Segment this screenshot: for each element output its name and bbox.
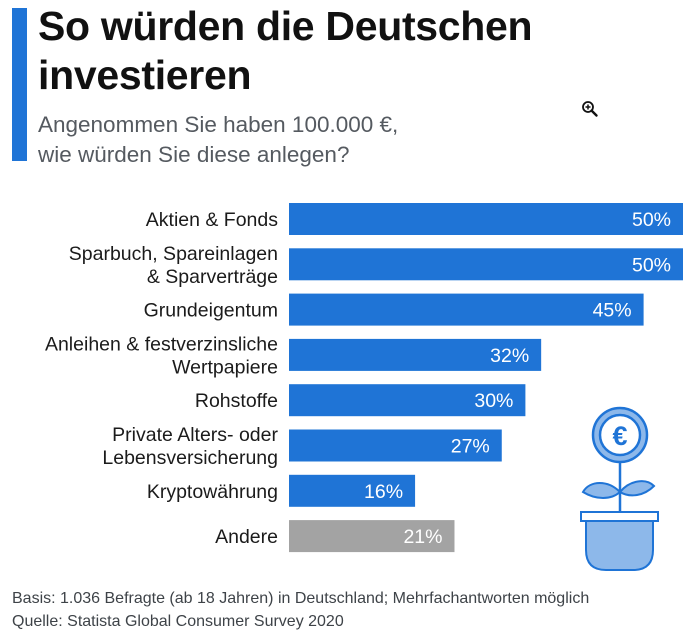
bar-value-label-7: 21% [403,526,442,548]
bar-value-label-0: 50% [632,209,671,231]
category-label-5-1: Lebensversicherung [102,447,278,469]
title-line-1: So würden die Deutschen [38,3,533,49]
category-label-4-0: Rohstoffe [195,390,278,412]
euro-symbol: € [612,421,627,451]
category-label-5-0: Private Alters- oder [112,424,278,446]
category-label-0-0: Aktien & Fonds [146,209,278,231]
category-label-7-0: Andere [215,526,278,548]
title-accent-bar [12,8,27,161]
bar-2 [289,293,644,326]
subtitle-line-2: wie würden Sie diese anlegen? [38,142,350,167]
bar-3 [289,338,542,371]
category-label-1-1: & Sparverträge [147,266,278,288]
euro-flower-pot-icon: € [580,406,659,571]
category-label-3-0: Anleihen & festverzinsliche [45,333,278,355]
page-subtitle: Angenommen Sie haben 100.000 €, wie würd… [38,110,398,170]
footer: Basis: 1.036 Befragte (ab 18 Jahren) in … [12,587,589,633]
subtitle-line-1: Angenommen Sie haben 100.000 €, [38,112,399,137]
bar-4 [289,384,526,417]
bar-0 [289,203,683,235]
category-label-1-0: Sparbuch, Spareinlagen [69,243,278,265]
bar-chart: 50% Aktien & Fonds 50% Sparbuch, Spareinlag… [45,203,683,553]
bar-value-label-6: 16% [364,481,403,503]
category-label-6-0: Kryptowährung [147,481,278,503]
bar-1 [289,248,683,281]
title-line-2: investieren [38,52,252,98]
category-label-2-0: Grundeigentum [144,300,278,322]
bar-value-label-4: 30% [474,390,513,412]
bar-6 [289,474,416,507]
zoom-in-icon[interactable] [580,99,600,119]
footer-source: Quelle: Statista Global Consumer Survey … [12,613,344,630]
bar-7 [289,520,455,553]
bar-value-label-5: 27% [451,436,490,458]
bar-value-label-3: 32% [490,345,529,367]
bar-value-label-2: 45% [593,300,632,322]
page-title: So würden die Deutschen investieren [38,2,533,100]
bar-5 [289,429,502,462]
category-label-3-1: Wertpapiere [172,356,278,378]
bar-value-label-1: 50% [632,254,671,276]
footer-basis: Basis: 1.036 Befragte (ab 18 Jahren) in … [12,590,590,607]
